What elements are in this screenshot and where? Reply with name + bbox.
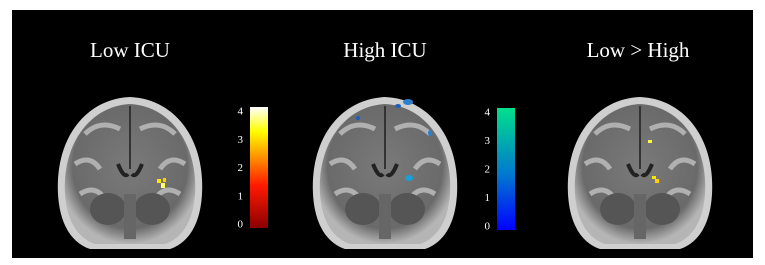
colorbar-tick-label: 3 [238, 134, 244, 146]
colorbar-tick-label: 4 [485, 107, 491, 119]
panel-title: High ICU [343, 38, 426, 62]
colorbar-tick-label: 2 [485, 164, 491, 176]
colorbar-tick-label: 1 [485, 192, 491, 204]
colorbar-tick-label: 1 [238, 190, 244, 202]
figure: Low ICU High ICU Low > High 0 1 2 3 4 0 1 2 3 4 [0, 0, 765, 265]
colorbar-tick-label: 4 [238, 106, 244, 118]
colorbar-tick-label: 3 [485, 135, 491, 147]
colorbar-tick-label: 0 [238, 219, 244, 231]
panel-title: Low > High [587, 38, 690, 62]
colorbar [497, 108, 515, 230]
panel-title: Low ICU [90, 38, 170, 62]
colorbar-tick-label: 2 [238, 162, 244, 174]
colorbar-tick-label: 0 [485, 221, 491, 233]
colorbar [250, 107, 268, 228]
